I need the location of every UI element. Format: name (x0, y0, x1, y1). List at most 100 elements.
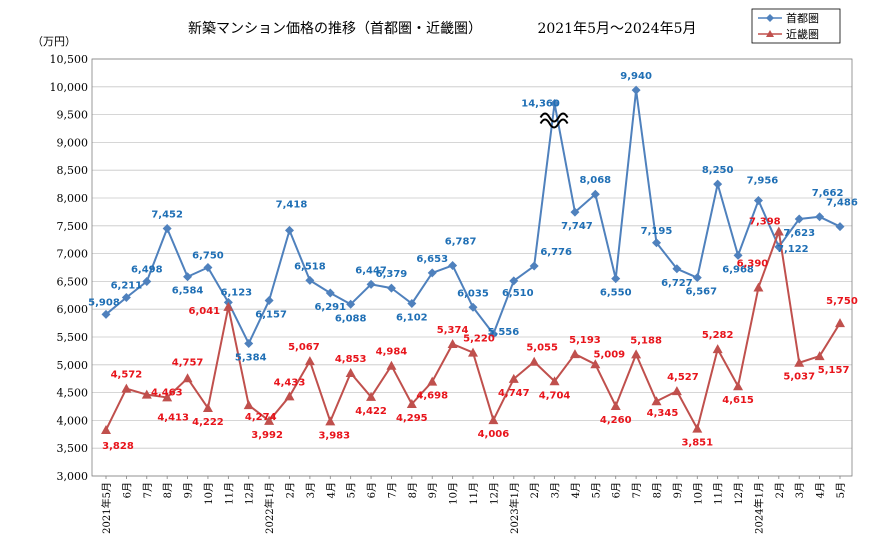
x-tick-label: 12月 (244, 482, 256, 505)
y-tick-label: 10,000 (50, 81, 89, 94)
marker-shutoken (346, 299, 356, 309)
data-label-shutoken: 6,776 (540, 247, 572, 258)
data-label-kinki: 4,747 (498, 388, 530, 399)
x-tick-label: 11月 (223, 482, 235, 505)
data-label-shutoken: 7,956 (747, 175, 779, 186)
marker-kinki (386, 360, 397, 370)
y-tick-label: 6,000 (57, 303, 89, 316)
data-label-shutoken: 8,250 (702, 165, 734, 176)
y-tick-label: 4,500 (57, 387, 89, 400)
x-ticks: 2021年5月 6月 7月 8月 9月 10月 11月 12月 2022年1月 2月 3月 4月 5月 6… (100, 482, 847, 534)
x-tick-label: 3月 (305, 482, 317, 498)
marker-shutoken (753, 195, 763, 205)
data-label-kinki: 4,615 (722, 395, 754, 406)
data-label-shutoken: 6,727 (661, 278, 693, 289)
data-label-kinki: 5,157 (818, 365, 850, 376)
marker-shutoken (815, 212, 825, 222)
data-label-shutoken: 7,486 (826, 198, 858, 209)
data-label-kinki: 4,413 (157, 412, 189, 423)
marker-shutoken (611, 274, 621, 284)
marker-kinki (712, 344, 723, 354)
marker-shutoken (672, 264, 682, 274)
data-label-shutoken: 6,379 (376, 269, 408, 280)
marker-kinki (529, 356, 540, 366)
marker-shutoken (631, 85, 641, 95)
marker-kinki (569, 349, 580, 359)
data-label-shutoken: 7,747 (561, 221, 593, 232)
data-label-kinki: 4,433 (274, 377, 306, 388)
data-label-kinki: 4,704 (539, 390, 571, 401)
marker-kinki (427, 376, 438, 386)
data-label-kinki: 4,260 (600, 415, 632, 426)
x-tick-label: 8月 (652, 482, 664, 498)
data-label-kinki: 6,390 (737, 259, 769, 270)
y-tick-label: 10,500 (50, 53, 89, 66)
marker-kinki (631, 349, 642, 359)
grid (92, 58, 852, 477)
marker-kinki (753, 282, 764, 292)
data-label-shutoken: 6,035 (457, 288, 489, 299)
data-label-shutoken: 6,567 (685, 287, 717, 298)
x-tick-label: 2021年5月 (100, 482, 113, 534)
x-tick-label: 2024年1月 (752, 482, 765, 534)
marker-kinki (101, 424, 111, 434)
x-tick-label: 5月 (590, 482, 602, 498)
marker-kinki (202, 403, 213, 413)
marker-shutoken (652, 238, 661, 248)
marker-kinki (284, 391, 295, 401)
x-tick-label: 2022年1月 (263, 482, 276, 534)
marker-shutoken (264, 295, 274, 305)
data-label-kinki: 5,188 (630, 335, 662, 346)
data-label-shutoken: 6,447 (355, 265, 387, 276)
data-label-kinki: 5,193 (569, 335, 601, 346)
marker-shutoken (386, 283, 396, 293)
data-label-shutoken: 6,968 (722, 264, 754, 275)
marker-shutoken (692, 273, 702, 283)
marker-kinki (692, 423, 703, 433)
series-group (101, 85, 845, 434)
legend-label-shutoken: 首都圏 (786, 11, 819, 25)
data-label-shutoken: 6,211 (111, 280, 143, 291)
data-label-shutoken: 6,123 (221, 287, 253, 298)
x-tick-label: 2月 (285, 482, 297, 498)
marker-shutoken (733, 250, 743, 260)
marker-shutoken (366, 279, 376, 289)
data-label-shutoken: 7,452 (151, 209, 183, 220)
x-tick-label: 9月 (427, 482, 439, 498)
data-label-shutoken: 6,653 (416, 254, 448, 265)
data-label-kinki: 4,698 (416, 391, 448, 402)
x-tick-label: 8月 (162, 482, 174, 498)
marker-kinki (243, 400, 254, 410)
marker-kinki (162, 392, 173, 402)
data-label-kinki: 5,374 (437, 325, 469, 336)
data-label-shutoken: 6,750 (192, 251, 224, 262)
marker-shutoken (529, 261, 539, 271)
x-tick-label: 7月 (142, 482, 154, 498)
marker-shutoken (121, 292, 131, 302)
x-tick-label: 3月 (550, 482, 562, 498)
marker-shutoken (203, 263, 213, 272)
x-tick-label: 10月 (692, 482, 704, 505)
data-label-shutoken: 7,623 (783, 228, 815, 239)
data-label-shutoken: 8,068 (580, 175, 612, 186)
marker-kinki (671, 386, 682, 396)
y-tick-label: 8,500 (57, 164, 89, 177)
x-tick-label: 11月 (468, 482, 480, 505)
x-tick-label: 6月 (366, 482, 378, 498)
marker-kinki (488, 415, 499, 425)
x-tick-label: 12月 (488, 482, 500, 505)
x-tick-label: 2023年1月 (508, 482, 521, 534)
data-label-kinki: 4,463 (151, 388, 183, 399)
marker-shutoken (285, 225, 294, 235)
axis-break-mark (539, 112, 569, 129)
x-tick-label: 5月 (835, 482, 847, 498)
marker-shutoken (162, 223, 172, 233)
data-label-kinki: 4,984 (376, 347, 408, 358)
marker-kinki (406, 398, 417, 408)
marker-shutoken (183, 272, 193, 282)
legend-marker-shutoken (766, 14, 774, 22)
y-tick-label: 3,500 (57, 442, 89, 455)
data-label-kinki: 4,757 (172, 357, 204, 368)
data-label-kinki: 6,041 (189, 306, 221, 317)
y-tick-label: 5,500 (57, 331, 89, 344)
